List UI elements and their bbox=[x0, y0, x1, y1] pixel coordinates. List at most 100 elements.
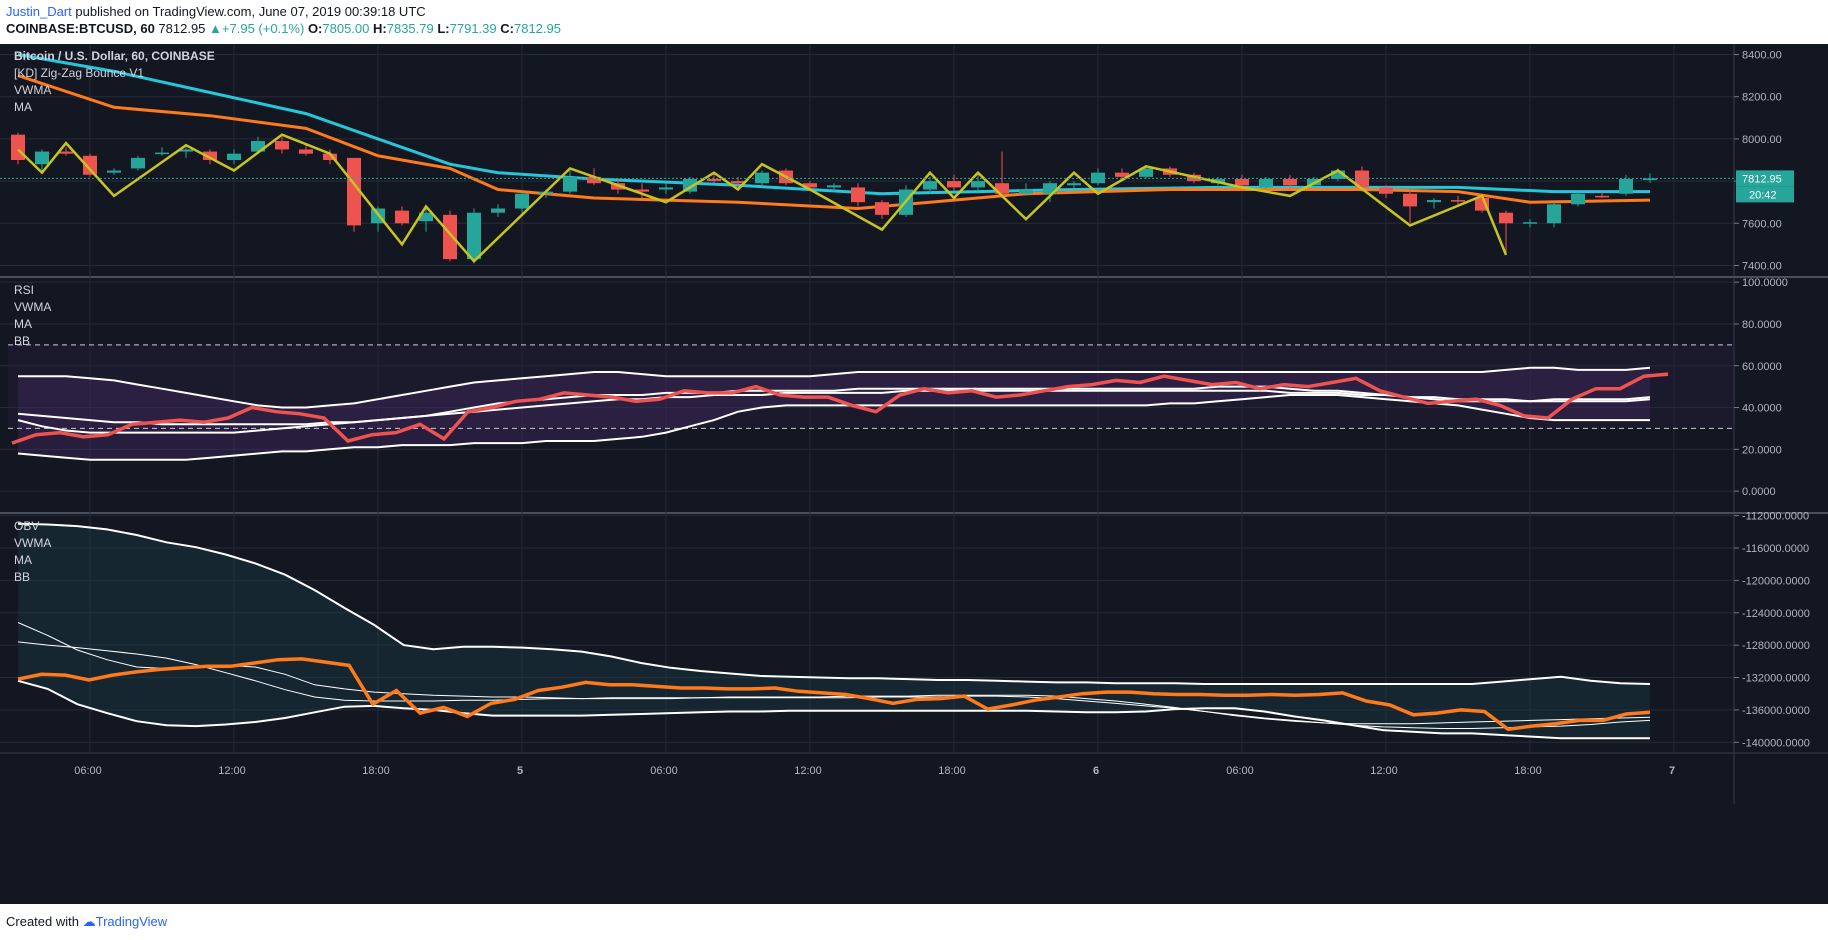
candle bbox=[419, 212, 433, 222]
rsi-ma-line bbox=[17, 389, 1651, 426]
pane-legend-item: VWMA bbox=[14, 83, 51, 97]
candle bbox=[1235, 178, 1249, 186]
candle bbox=[1379, 187, 1393, 194]
countdown-badge bbox=[1736, 186, 1794, 203]
price-axis-label: 7600.00 bbox=[1742, 218, 1782, 230]
chart-area[interactable]: 8400.008200.008000.007800.007600.007400.… bbox=[0, 44, 1828, 904]
time-axis-label: 5 bbox=[517, 765, 523, 777]
candle bbox=[1499, 212, 1513, 224]
time-axis-label: 12:00 bbox=[794, 765, 822, 777]
time-axis-label: 06:00 bbox=[650, 765, 678, 777]
candle bbox=[227, 153, 241, 160]
time-axis-label: 6 bbox=[1093, 765, 1099, 777]
candle bbox=[203, 151, 217, 160]
candle bbox=[131, 157, 145, 169]
chart-background bbox=[0, 44, 1828, 904]
price-axis-label: 8000.00 bbox=[1742, 134, 1782, 146]
publish-info: Justin_Dart published on TradingView.com… bbox=[6, 4, 426, 19]
chart-svg[interactable]: 8400.008200.008000.007800.007600.007400.… bbox=[0, 44, 1828, 904]
candle bbox=[875, 202, 889, 215]
candle bbox=[755, 172, 769, 184]
candle bbox=[659, 187, 673, 190]
candle bbox=[1355, 170, 1369, 188]
candle bbox=[1403, 193, 1417, 207]
time-axis-label: 18:00 bbox=[1514, 765, 1542, 777]
price-axis-label: 40.0000 bbox=[1742, 403, 1782, 415]
author-link[interactable]: Justin_Dart bbox=[6, 4, 72, 19]
candle bbox=[1067, 183, 1081, 186]
price-axis-label: -140000.0000 bbox=[1742, 737, 1810, 749]
candle bbox=[59, 151, 73, 154]
price-axis-label: -120000.0000 bbox=[1742, 575, 1810, 587]
time-axis-label: 12:00 bbox=[218, 765, 246, 777]
price-change: +7.95 (+0.1%) bbox=[221, 21, 305, 36]
candle bbox=[1547, 204, 1561, 224]
price-axis-label: 0.0000 bbox=[1742, 486, 1776, 498]
rsi-bb-upper bbox=[18, 366, 1651, 409]
time-axis-label: 18:00 bbox=[362, 765, 390, 777]
price-axis-label: -116000.0000 bbox=[1742, 543, 1809, 555]
price-axis-label: -128000.0000 bbox=[1742, 640, 1810, 652]
time-axis-label: 06:00 bbox=[1226, 765, 1254, 777]
price-axis-label: -124000.0000 bbox=[1742, 608, 1810, 620]
candle bbox=[731, 181, 745, 184]
price-axis-label: 8400.00 bbox=[1742, 50, 1782, 62]
pane-legend-item: MA bbox=[14, 553, 32, 567]
candle bbox=[251, 141, 265, 152]
candle bbox=[179, 149, 193, 152]
candle bbox=[83, 155, 97, 175]
last-price-badge-text: 7812.95 bbox=[1742, 173, 1782, 185]
tradingview-brand[interactable]: TradingView bbox=[95, 914, 168, 929]
last-price-badge bbox=[1736, 170, 1794, 187]
price-axis-label: 8200.00 bbox=[1742, 92, 1782, 104]
candle bbox=[563, 176, 577, 192]
price-axis-label: -132000.0000 bbox=[1742, 673, 1810, 685]
pane-legend-item: BB bbox=[14, 570, 30, 584]
price-axis-label: 60.0000 bbox=[1742, 361, 1782, 373]
pane-legend-item: [KD] Zig-Zag Bounce V1 bbox=[14, 66, 144, 80]
low-value: 7791.39 bbox=[449, 21, 497, 36]
open-label: O: bbox=[307, 21, 323, 36]
candle bbox=[827, 185, 841, 188]
candle bbox=[707, 178, 721, 182]
open-value: 7805.00 bbox=[322, 21, 370, 36]
candle bbox=[923, 181, 937, 190]
candle bbox=[491, 208, 505, 213]
rsi-bb-lower bbox=[17, 394, 1650, 461]
candle bbox=[1043, 183, 1057, 194]
zigzag-line bbox=[17, 133, 1508, 264]
candle bbox=[803, 183, 817, 188]
tradingview-logo-icon[interactable]: ☁ bbox=[82, 914, 96, 929]
candle bbox=[515, 193, 529, 209]
candle bbox=[443, 214, 457, 260]
created-text: Created with bbox=[6, 914, 79, 929]
candle bbox=[467, 212, 481, 260]
price-axis-label: 100.0000 bbox=[1742, 277, 1788, 289]
pane-legend-item: MA bbox=[14, 317, 32, 331]
time-axis-label: 06:00 bbox=[74, 765, 102, 777]
pane-legend-item: Bitcoin / U.S. Dollar, 60, COINBASE bbox=[14, 49, 215, 63]
candle bbox=[1571, 193, 1585, 205]
price-axis-label: -136000.0000 bbox=[1742, 705, 1810, 717]
last-price: 7812.95 bbox=[158, 21, 206, 36]
close-value: 7812.95 bbox=[513, 21, 561, 36]
up-triangle-icon: ▲ bbox=[209, 21, 222, 36]
published-text: published on TradingView.com, June 07, 2… bbox=[75, 4, 426, 19]
candle bbox=[299, 149, 313, 154]
candle bbox=[395, 210, 409, 224]
countdown-badge-text: 20:42 bbox=[1749, 189, 1777, 201]
candle bbox=[947, 181, 961, 188]
candle bbox=[971, 181, 985, 188]
ma-line bbox=[17, 74, 1651, 211]
candle bbox=[995, 183, 1009, 194]
price-axis-label: 7400.00 bbox=[1742, 260, 1782, 272]
candle bbox=[1523, 222, 1537, 224]
obv-vwma-line bbox=[17, 622, 1651, 729]
candle bbox=[587, 176, 601, 184]
candle bbox=[1115, 172, 1129, 177]
candle bbox=[107, 170, 121, 173]
low-label: L: bbox=[437, 21, 450, 36]
time-axis-label: 18:00 bbox=[938, 765, 966, 777]
candle bbox=[347, 157, 361, 226]
candle bbox=[35, 151, 49, 165]
